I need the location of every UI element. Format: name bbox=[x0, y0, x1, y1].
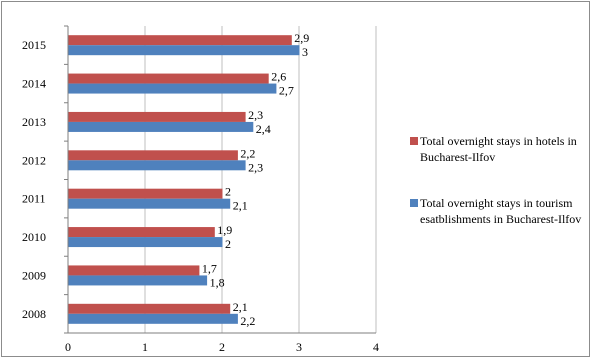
x-tick-label: 4 bbox=[373, 340, 379, 354]
data-label: 2,7 bbox=[279, 84, 294, 98]
bar bbox=[68, 73, 269, 84]
legend-label-establishments: Total overnight stays in tourism esatbli… bbox=[420, 196, 582, 226]
data-label: 2,1 bbox=[233, 300, 248, 314]
bar bbox=[68, 35, 292, 46]
y-tick-label: 2012 bbox=[22, 153, 46, 167]
y-tick-label: 2015 bbox=[22, 38, 46, 52]
data-label: 2,3 bbox=[248, 160, 263, 174]
bar bbox=[68, 313, 238, 324]
x-tick-label: 1 bbox=[142, 340, 148, 354]
data-label: 2,6 bbox=[271, 70, 286, 84]
legend-swatch-hotels bbox=[410, 137, 418, 145]
bar bbox=[68, 275, 208, 286]
bar bbox=[68, 303, 231, 314]
data-label: 2,3 bbox=[248, 108, 263, 122]
data-label: 1,9 bbox=[217, 223, 232, 237]
x-tick-label: 0 bbox=[65, 340, 71, 354]
data-label: 2,2 bbox=[240, 314, 255, 328]
data-label: 2 bbox=[225, 237, 231, 251]
x-tick-label: 3 bbox=[296, 340, 302, 354]
bar bbox=[68, 111, 246, 122]
bar bbox=[68, 198, 231, 209]
legend-item-establishments: Total overnight stays in tourism esatbli… bbox=[410, 195, 590, 227]
y-tick-label: 2013 bbox=[22, 115, 46, 129]
data-label: 2,2 bbox=[240, 146, 255, 160]
bar bbox=[68, 227, 215, 238]
bar bbox=[68, 237, 223, 248]
y-tick-label: 2014 bbox=[22, 77, 46, 91]
legend-swatch-establishments bbox=[410, 199, 418, 207]
legend-item-hotels: Total overnight stays in hotels in Bucha… bbox=[410, 133, 590, 165]
y-tick-label: 2009 bbox=[22, 268, 46, 282]
data-label: 2,1 bbox=[233, 199, 248, 213]
bar bbox=[68, 45, 300, 56]
bar bbox=[68, 188, 223, 199]
bar bbox=[68, 83, 277, 94]
y-tick-label: 2011 bbox=[22, 192, 46, 206]
x-tick-label: 2 bbox=[219, 340, 225, 354]
bar bbox=[68, 121, 254, 132]
bar bbox=[68, 150, 238, 161]
bar bbox=[68, 160, 246, 171]
data-label: 1,8 bbox=[210, 275, 225, 289]
data-label: 1,7 bbox=[202, 261, 217, 275]
data-label: 2,4 bbox=[256, 122, 271, 136]
legend-label-hotels: Total overnight stays in hotels in Bucha… bbox=[420, 134, 577, 164]
bar bbox=[68, 265, 200, 276]
y-tick-label: 2010 bbox=[22, 230, 46, 244]
data-label: 3 bbox=[302, 45, 308, 59]
data-label: 2,9 bbox=[294, 31, 309, 45]
data-label: 2 bbox=[225, 185, 231, 199]
y-tick-label: 2008 bbox=[22, 307, 46, 321]
